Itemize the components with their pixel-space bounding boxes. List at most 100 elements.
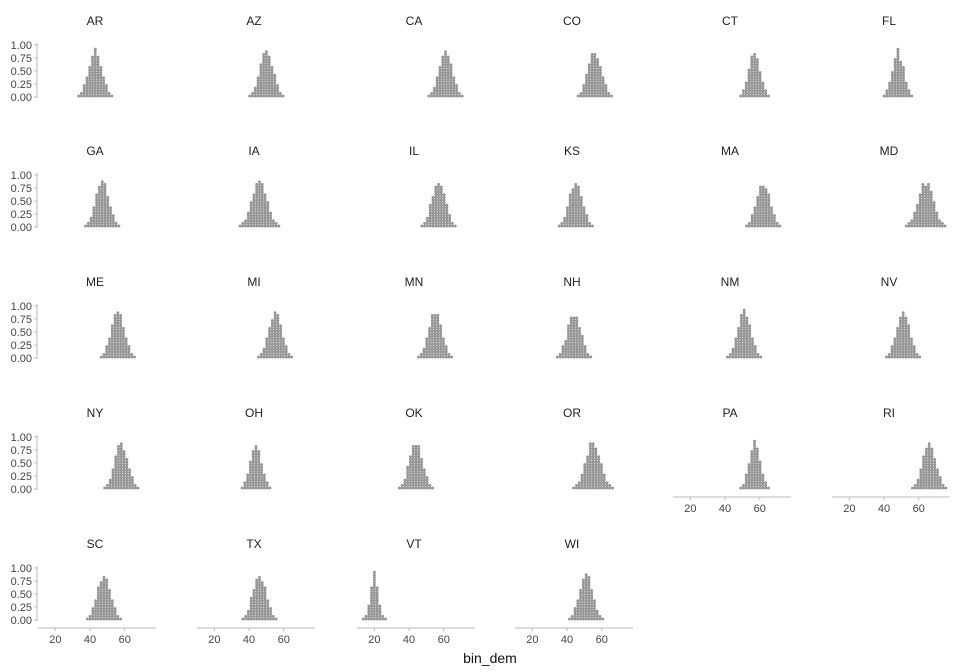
data-point [117, 481, 120, 485]
data-point [122, 452, 126, 456]
data-point [904, 345, 908, 349]
data-point [574, 214, 578, 218]
data-point [416, 355, 420, 359]
data-point [579, 591, 583, 595]
data-point [116, 342, 120, 346]
data-point [370, 604, 374, 608]
data-point [276, 319, 280, 323]
data-point [748, 342, 752, 346]
data-point [260, 190, 264, 194]
data-point [438, 84, 442, 88]
data-point [442, 224, 446, 228]
data-point [569, 347, 573, 351]
data-point [580, 342, 584, 346]
data-point [924, 211, 928, 215]
data-point [444, 94, 447, 98]
data-point [575, 324, 579, 328]
data-point [921, 190, 925, 194]
data-point [103, 201, 107, 205]
data-point [258, 188, 261, 192]
data-point [430, 350, 434, 354]
data-point [761, 478, 765, 482]
data-point [262, 91, 266, 95]
data-point [110, 345, 114, 349]
data-point [904, 86, 908, 90]
data-point [370, 617, 374, 621]
data-point [119, 455, 123, 459]
data-point [276, 326, 280, 330]
data-point [745, 337, 749, 341]
data-point [117, 457, 120, 461]
data-point [266, 219, 270, 223]
data-point [263, 614, 267, 618]
data-point [569, 352, 573, 356]
data-point [122, 468, 126, 472]
data-point [117, 473, 120, 477]
data-point [109, 221, 112, 225]
data-point [587, 78, 591, 82]
data-point [264, 60, 268, 64]
data-point [767, 195, 771, 199]
data-point [411, 465, 415, 469]
data-point [577, 219, 580, 223]
y-tick-label: 0.00 [11, 615, 32, 627]
data-point [381, 614, 385, 618]
data-point [106, 201, 110, 205]
data-point [428, 326, 431, 330]
data-point [91, 86, 94, 90]
data-point [933, 463, 937, 467]
data-point [119, 334, 123, 338]
data-point [750, 63, 754, 67]
data-point [116, 316, 120, 320]
data-point [267, 55, 271, 59]
data-point [561, 350, 565, 354]
data-point [93, 55, 97, 59]
data-point [439, 352, 443, 356]
data-point [264, 86, 268, 90]
data-point [82, 94, 86, 98]
data-point [764, 486, 768, 490]
data-point [564, 355, 568, 359]
data-point [742, 486, 745, 490]
data-point [439, 221, 443, 225]
data-point [574, 206, 578, 210]
data-point [128, 483, 132, 487]
data-point [262, 78, 266, 82]
data-point [924, 455, 928, 459]
data-point [755, 460, 759, 464]
data-point [99, 581, 103, 585]
data-point [260, 219, 264, 223]
data-point [753, 71, 757, 75]
data-point [437, 195, 441, 199]
data-point [913, 483, 917, 487]
data-point [742, 324, 746, 328]
data-point [108, 347, 111, 351]
y-tick-label: 0.50 [11, 589, 32, 601]
data-point [255, 214, 259, 218]
data-point [582, 224, 586, 228]
data-point [257, 457, 261, 461]
data-point [753, 452, 757, 456]
data-point [102, 352, 106, 356]
data-point [933, 457, 937, 461]
data-point [575, 342, 579, 346]
data-point [927, 478, 931, 482]
data-point [116, 324, 120, 328]
data-point [759, 219, 762, 223]
data-point [580, 339, 584, 343]
data-point [122, 465, 126, 469]
data-point [262, 350, 266, 354]
data-point [106, 195, 110, 199]
data-point [114, 463, 118, 467]
data-point [417, 478, 421, 482]
data-point [255, 224, 259, 228]
data-point [106, 221, 110, 225]
data-point [257, 473, 261, 477]
data-point [104, 89, 108, 93]
data-point [99, 71, 103, 75]
data-point [116, 321, 120, 325]
data-point [446, 76, 450, 80]
data-point [95, 198, 99, 202]
data-point [748, 350, 752, 354]
data-point [742, 326, 746, 330]
